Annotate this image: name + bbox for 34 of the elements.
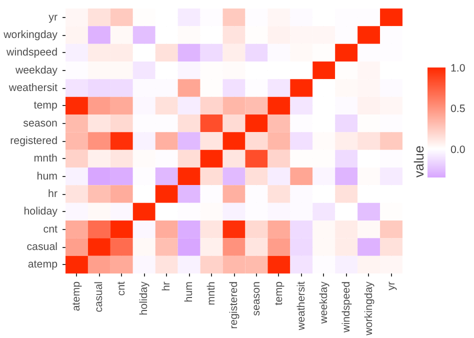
x-tick-label: holiday [138,280,150,316]
x-tick-label: hr [160,281,173,291]
x-tick-label: workingday [362,280,375,336]
y-tick-label: workingday [2,29,58,41]
color-bar-label: 0.5 [450,103,466,116]
y-tick-label: holiday [24,206,58,218]
x-tick-label: season [250,281,262,316]
y-tick-label: season [23,117,58,130]
y-tick-label: casual [26,241,58,253]
y-tick-label: temp [34,100,58,112]
x-tick-label: mnth [206,281,218,306]
y-tick-label: hr [48,188,58,200]
x-tick-label: hum [183,281,196,302]
y-tick-label: registered [10,135,58,147]
y-tick-label: cnt [43,223,58,236]
y-tick-label: mnth [34,152,58,165]
x-tick-label: casual [93,281,106,312]
color-bar-label: 0.0 [450,144,466,156]
x-tick-label: yr [385,281,398,290]
x-tick-label: weekday [318,280,330,325]
x-tick-label: temp [272,281,285,306]
y-tick-label: yr [48,11,58,24]
x-tick-label: cnt [116,281,128,296]
y-tick-label: windspeed [6,46,58,59]
x-tick-label: registered [228,281,240,329]
x-tick-label: atemp [70,281,83,312]
x-tick-label: windspeed [340,281,352,334]
x-tick-label: weathersit [295,281,308,332]
y-tick-label: weathersit [8,82,58,94]
y-tick-label: weekday [14,64,58,76]
y-tick-label: atemp [28,258,58,271]
y-tick-label: hum [36,170,58,182]
legend-title: value [412,146,426,178]
color-bar-label: 1.0 [450,62,466,74]
